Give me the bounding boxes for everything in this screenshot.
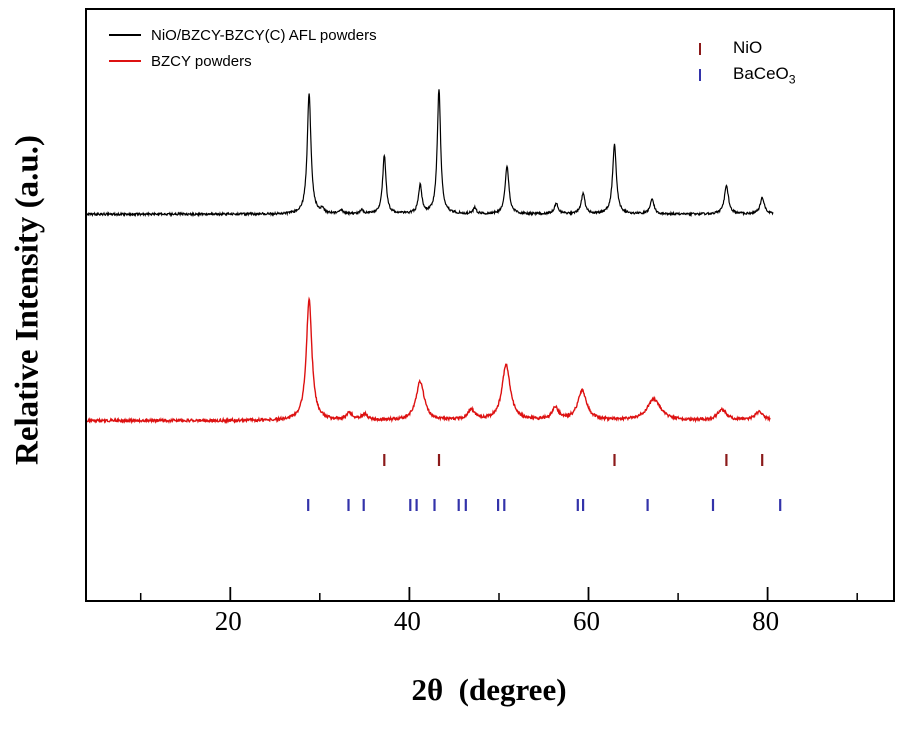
- legend-item-bzcy: BZCY powders: [109, 48, 377, 74]
- legend-label: NiO/BZCY-BZCY(C) AFL powders: [151, 26, 377, 44]
- xrd-plot-canvas: [87, 89, 858, 600]
- y-axis-label: Relative Intensity (a.u.): [9, 135, 46, 465]
- legend-item-composite: NiO/BZCY-BZCY(C) AFL powders: [109, 22, 377, 48]
- phase-label: NiO: [733, 37, 763, 57]
- phase-item-nio: NiO: [699, 36, 796, 62]
- red-line-swatch: [109, 60, 141, 62]
- series-legend: NiO/BZCY-BZCY(C) AFL powders BZCY powder…: [109, 22, 377, 74]
- black-line-swatch: [109, 34, 141, 36]
- plot-area: NiO/BZCY-BZCY(C) AFL powders BZCY powder…: [85, 8, 895, 602]
- baceo3-tick-swatch: [699, 69, 701, 81]
- x-tick-label: 40: [393, 606, 421, 636]
- x-tick-label: 60: [573, 606, 600, 636]
- nio-tick-swatch: [699, 43, 701, 55]
- x-tick-label: 80: [752, 606, 780, 636]
- x-axis-label: 2θ (degree): [411, 672, 567, 707]
- phase-legend: NiO BaCeO3: [699, 36, 796, 88]
- x-tick-labels: 20 40 60 80: [0, 606, 910, 642]
- phase-item-baceo3: BaCeO3: [699, 62, 796, 88]
- phase-label: BaCeO3: [733, 63, 796, 87]
- x-tick-label: 20: [214, 606, 242, 636]
- legend-label: BZCY powders: [151, 52, 252, 70]
